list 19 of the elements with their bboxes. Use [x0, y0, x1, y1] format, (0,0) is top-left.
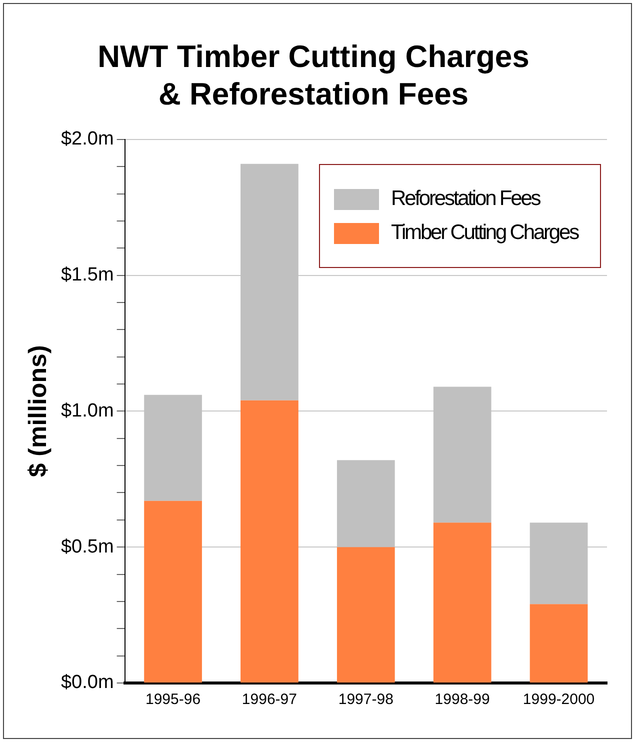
- x-tick-label: 1997-98: [338, 691, 394, 708]
- y-tick-label: $1.0m: [60, 400, 114, 422]
- legend-label: Timber Cutting Charges: [391, 221, 578, 245]
- bar: [144, 500, 202, 682]
- bar: [336, 547, 395, 682]
- y-tick-label: $0.0m: [60, 672, 114, 694]
- x-tick-label: 1995-96: [145, 691, 201, 708]
- y-axis-title: $ (millions): [24, 345, 52, 478]
- y-tick-label: $2.0m: [60, 128, 114, 150]
- y-tick-label: $1.5m: [60, 264, 114, 286]
- bar: [433, 522, 492, 682]
- bar: [240, 400, 298, 682]
- x-tick-label: 1996-97: [242, 691, 297, 708]
- chart-title: NWT Timber Cutting Charges & Reforestation Fees: [98, 39, 530, 112]
- y-tick-label: $0.5m: [60, 536, 114, 558]
- x-tick-label: 1998-99: [434, 691, 490, 708]
- bar: [530, 604, 588, 682]
- legend-label: Reforestation Fees: [391, 187, 540, 211]
- x-tick-label: 1999-2000: [522, 691, 595, 708]
